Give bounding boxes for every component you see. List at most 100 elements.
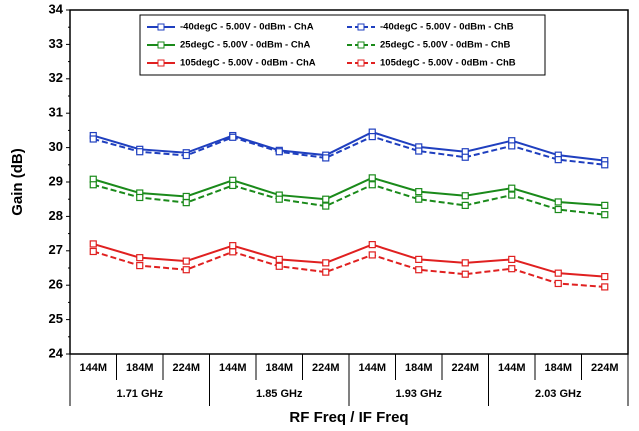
point xyxy=(554,279,562,288)
x-tick-label: 144M xyxy=(219,362,247,374)
point xyxy=(136,254,144,262)
point xyxy=(554,198,562,206)
point xyxy=(601,211,609,219)
x-tick-label: 144M xyxy=(358,362,386,374)
y-tick-label: 24 xyxy=(49,345,64,360)
point xyxy=(601,161,609,169)
point xyxy=(182,266,190,274)
x-tick-label: 184M xyxy=(265,362,293,374)
x-axis-title: RF Freq / IF Freq xyxy=(289,409,408,426)
point xyxy=(461,270,469,278)
legend-marker xyxy=(357,23,365,31)
point xyxy=(508,255,516,263)
point xyxy=(182,192,190,201)
x-group-label: 1.85 GHz xyxy=(256,388,303,400)
point xyxy=(368,241,376,249)
point xyxy=(601,273,609,281)
series-line xyxy=(92,131,605,162)
point xyxy=(229,248,237,256)
point xyxy=(368,181,376,189)
plot-frame xyxy=(69,9,629,355)
point xyxy=(601,201,609,209)
point xyxy=(368,174,376,182)
point xyxy=(554,269,562,277)
point xyxy=(368,132,376,141)
point xyxy=(136,193,144,202)
point xyxy=(275,148,283,156)
point xyxy=(136,261,144,270)
point xyxy=(461,192,469,200)
point xyxy=(182,199,190,207)
series-line xyxy=(92,176,605,207)
legend-marker xyxy=(157,23,165,31)
x-group-label: 2.03 GHz xyxy=(535,388,582,400)
point xyxy=(508,142,516,150)
x-group-label: 1.71 GHz xyxy=(117,388,164,400)
legend-label: 25degC - 5.00V - 0dBm - ChA xyxy=(180,40,311,51)
point xyxy=(182,257,190,265)
series-line xyxy=(92,242,605,278)
point xyxy=(136,148,144,156)
point xyxy=(229,181,237,190)
point xyxy=(554,156,562,164)
legend-box xyxy=(139,14,546,76)
x-group-label: 1.93 GHz xyxy=(396,388,443,400)
point xyxy=(275,262,283,270)
point xyxy=(554,205,562,214)
legend-marker xyxy=(157,59,165,67)
x-tick-label: 224M xyxy=(451,362,479,374)
point xyxy=(601,283,609,291)
y-tick-label: 30 xyxy=(49,139,63,154)
y-tick-label: 27 xyxy=(49,242,63,257)
legend-marker xyxy=(357,41,365,49)
point xyxy=(322,259,330,267)
legend-label: 25degC - 5.00V - 0dBm - ChB xyxy=(380,40,511,51)
y-tick-label: 26 xyxy=(49,277,63,292)
y-tick-label: 34 xyxy=(49,1,64,16)
legend-label: 105degC - 5.00V - 0dBm - ChB xyxy=(380,58,516,69)
point xyxy=(229,133,237,141)
point xyxy=(461,153,469,161)
x-tick-label: 224M xyxy=(312,362,340,374)
point xyxy=(322,202,330,210)
point xyxy=(275,255,283,263)
y-tick-label: 29 xyxy=(49,173,63,188)
legend-label: -40degC - 5.00V - 0dBm - ChA xyxy=(180,22,314,33)
point xyxy=(182,151,190,160)
point xyxy=(89,181,97,189)
point xyxy=(229,242,237,250)
point xyxy=(368,251,376,259)
series-line xyxy=(92,250,605,288)
point xyxy=(415,255,423,263)
point xyxy=(461,259,469,267)
y-tick-label: 25 xyxy=(49,311,63,326)
y-tick-label: 28 xyxy=(49,208,63,223)
series-line xyxy=(92,135,605,166)
point xyxy=(415,266,423,274)
series-line xyxy=(92,183,605,216)
point xyxy=(415,147,423,155)
y-tick-label: 32 xyxy=(49,70,63,85)
x-tick-label: 184M xyxy=(405,362,433,374)
point xyxy=(415,195,423,203)
point xyxy=(508,184,516,192)
x-tick-label: 224M xyxy=(591,362,619,374)
y-tick-label: 33 xyxy=(49,36,63,51)
legend-label: 105degC - 5.00V - 0dBm - ChA xyxy=(180,58,316,69)
legend-marker xyxy=(157,41,165,49)
y-tick-label: 31 xyxy=(49,105,63,120)
point xyxy=(322,268,330,276)
x-tick-label: 144M xyxy=(79,362,107,374)
point xyxy=(89,240,97,248)
point xyxy=(89,247,97,256)
y-axis-title: Gain (dB) xyxy=(9,148,26,216)
point xyxy=(89,135,97,143)
point xyxy=(508,265,516,273)
point xyxy=(322,154,330,162)
point xyxy=(275,195,283,203)
point xyxy=(322,195,330,203)
point xyxy=(461,201,469,209)
legend-marker xyxy=(357,59,365,67)
x-tick-label: 144M xyxy=(498,362,526,374)
